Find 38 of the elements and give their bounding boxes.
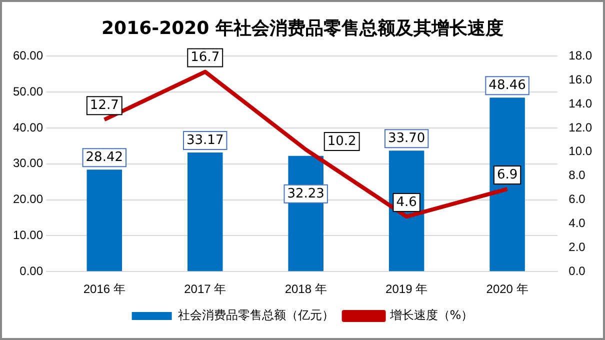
bar: [86, 170, 122, 272]
data-label: 33.17: [186, 132, 224, 148]
y-tick-label: 0.00: [20, 264, 44, 278]
chart-title: 2016-2020 年社会消费品零售总额及其增长速度: [100, 17, 504, 40]
y2-tick-label: 10.0: [568, 144, 592, 158]
y2-tick-label: 0.0: [568, 264, 586, 278]
bar: [187, 152, 223, 272]
data-label: 6.9: [496, 167, 518, 182]
y2-tick-label: 6.0: [568, 192, 586, 206]
data-label: 28.42: [86, 150, 123, 165]
x-tick-label: 2020 年: [486, 282, 528, 296]
y-tick-label: 10.00: [13, 228, 44, 242]
y2-tick-label: 4.0: [568, 216, 586, 230]
y2-tick-label: 16.0: [568, 72, 592, 86]
x-tick-label: 2018 年: [284, 282, 327, 296]
y-tick-label: 50.00: [13, 84, 44, 98]
y2-tick-label: 14.0: [568, 96, 592, 110]
legend-label: 增长速度（%）: [388, 308, 474, 322]
data-label: 10.2: [327, 134, 356, 149]
x-tick-label: 2017 年: [184, 282, 226, 296]
x-tick-label: 2016 年: [83, 282, 126, 296]
y2-tick-label: 12.0: [568, 120, 592, 134]
x-tick-label: 2019 年: [386, 282, 428, 296]
data-label: 48.46: [488, 78, 526, 94]
y-tick-label: 30.00: [13, 156, 44, 170]
data-label: 12.7: [90, 98, 119, 113]
y2-tick-label: 18.0: [568, 48, 592, 63]
legend-label: 社会消费品零售总额（亿元）: [178, 308, 334, 322]
data-label: 16.7: [190, 50, 220, 66]
y-tick-label: 20.00: [13, 192, 44, 206]
bar: [490, 98, 525, 272]
y2-tick-label: 2.0: [568, 240, 586, 254]
data-label: 33.70: [388, 130, 426, 146]
data-label: 32.23: [287, 186, 324, 202]
y-tick-label: 60.00: [13, 48, 44, 63]
data-label: 4.6: [396, 194, 417, 210]
y2-tick-label: 8.0: [568, 168, 586, 182]
y-tick-label: 40.00: [13, 120, 44, 134]
